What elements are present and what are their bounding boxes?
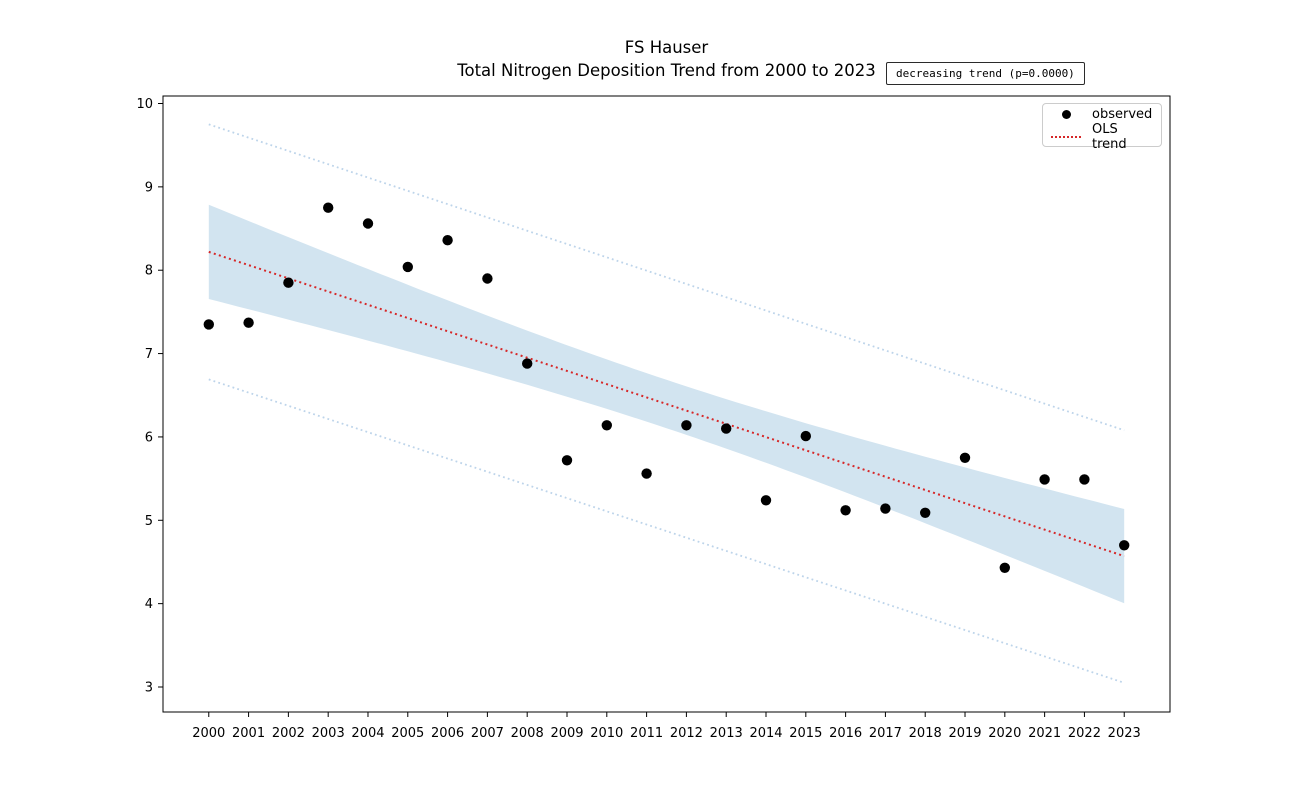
legend-label-observed: observed xyxy=(1092,107,1153,122)
y-tick-label: 7 xyxy=(145,347,153,362)
data-point xyxy=(203,319,214,330)
x-tick-label: 2006 xyxy=(431,726,464,741)
x-tick-label: 2007 xyxy=(471,726,504,741)
data-point xyxy=(522,358,533,369)
x-tick-label: 2023 xyxy=(1108,726,1141,741)
legend-item-observed: observed xyxy=(1050,107,1154,122)
data-point xyxy=(283,277,294,288)
data-point xyxy=(840,505,851,516)
data-point xyxy=(243,317,254,328)
x-tick-label: 2004 xyxy=(351,726,384,741)
data-point xyxy=(1079,474,1090,485)
ols-trend-line-icon xyxy=(1050,136,1082,138)
legend-label-ols-trend: OLS trend xyxy=(1092,122,1127,152)
trend-annotation: decreasing trend (p=0.0000) xyxy=(886,62,1085,85)
x-tick-label: 2012 xyxy=(670,726,703,741)
data-point xyxy=(760,495,772,506)
data-point xyxy=(482,273,493,284)
data-point xyxy=(1119,540,1130,551)
plot-frame xyxy=(162,95,1171,713)
data-point xyxy=(800,430,811,442)
data-point xyxy=(402,261,413,273)
data-point xyxy=(323,202,334,213)
data-point xyxy=(959,452,971,463)
data-point xyxy=(1039,474,1050,485)
prediction-interval-upper xyxy=(208,123,1125,432)
x-tick-label: 2013 xyxy=(710,726,743,741)
data-point xyxy=(681,420,692,431)
x-tick-label: 2022 xyxy=(1068,726,1101,741)
x-tick-label: 2002 xyxy=(272,726,305,741)
x-tick-label: 2011 xyxy=(630,726,663,741)
y-tick-label: 6 xyxy=(145,430,153,445)
x-tick-label: 2008 xyxy=(511,726,544,741)
x-tick-label: 2017 xyxy=(869,726,902,741)
data-point xyxy=(641,468,652,479)
y-tick-label: 4 xyxy=(145,597,153,612)
observed-marker-icon xyxy=(1050,110,1082,119)
ols-trend-line xyxy=(208,250,1125,558)
x-tick-label: 2021 xyxy=(1028,726,1061,741)
y-tick-label: 8 xyxy=(145,264,153,279)
x-tick-label: 2016 xyxy=(829,726,862,741)
x-tick-label: 2009 xyxy=(550,726,583,741)
y-tick-label: 9 xyxy=(145,180,153,195)
x-tick-label: 2015 xyxy=(789,726,822,741)
legend: observed OLS trend xyxy=(1042,103,1162,152)
data-point xyxy=(442,235,453,246)
legend-item-ols-trend: OLS trend xyxy=(1050,122,1154,152)
prediction-interval-lower xyxy=(208,378,1125,684)
x-tick-label: 2018 xyxy=(909,726,942,741)
x-tick-label: 2020 xyxy=(988,726,1021,741)
x-tick-label: 2010 xyxy=(590,726,623,741)
x-tick-label: 2005 xyxy=(391,726,424,741)
chart-title-line-2: Total Nitrogen Deposition Trend from 200… xyxy=(457,61,876,81)
y-tick-label: 5 xyxy=(145,514,153,529)
data-point xyxy=(880,503,891,514)
data-point xyxy=(920,507,931,518)
x-tick-label: 2001 xyxy=(232,726,265,741)
data-point xyxy=(601,420,612,431)
chart-title: FS Hauser Total Nitrogen Deposition Tren… xyxy=(163,36,1170,83)
data-point xyxy=(721,423,732,434)
x-tick-label: 2019 xyxy=(948,726,981,741)
x-tick-label: 2003 xyxy=(312,726,345,741)
y-tick-label: 3 xyxy=(145,680,153,695)
data-point xyxy=(362,218,374,229)
chart-title-line-1: FS Hauser xyxy=(624,38,709,57)
data-point xyxy=(999,562,1010,573)
y-tick-label: 10 xyxy=(136,97,153,112)
data-point xyxy=(561,455,573,466)
x-tick-label: 2000 xyxy=(192,726,225,741)
x-tick-label: 2014 xyxy=(749,726,782,741)
